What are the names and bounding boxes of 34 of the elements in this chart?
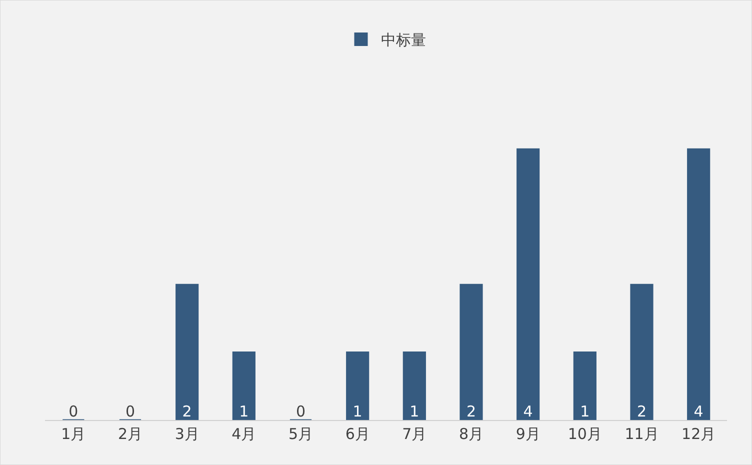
x-tick-label: 8月: [458, 425, 484, 443]
x-tick-label: 5月: [288, 425, 314, 443]
bar: [687, 148, 710, 420]
data-label: 2: [182, 402, 192, 420]
data-label: 1: [580, 402, 590, 420]
x-tick-label: 10月: [568, 425, 602, 443]
x-tick-label: 12月: [682, 425, 716, 443]
data-label: 0: [68, 402, 78, 420]
x-tick-label: 4月: [232, 425, 256, 443]
x-tick-label: 9月: [516, 425, 540, 443]
legend-label: 中标量: [381, 31, 426, 50]
x-tick-label: 11月: [624, 425, 659, 443]
data-label: 0: [296, 402, 306, 420]
x-tick-label: 2月: [118, 425, 143, 443]
bar: [460, 284, 483, 420]
x-tick-label: 3月: [174, 425, 200, 443]
data-label: 1: [239, 402, 249, 420]
bar: [630, 284, 654, 420]
bar: [402, 352, 426, 420]
bar: [516, 148, 540, 420]
x-tick-label: 6月: [345, 425, 370, 443]
bar: [232, 352, 256, 420]
x-tick-label: 7月: [402, 425, 427, 443]
data-label: 0: [125, 402, 136, 420]
data-label: 4: [523, 402, 533, 420]
bar: [176, 284, 199, 420]
data-label: 2: [636, 402, 647, 420]
data-label: 2: [466, 402, 476, 420]
bar: [346, 352, 370, 420]
data-label: 1: [410, 402, 420, 420]
bar: [573, 352, 596, 420]
x-tick-label: 1月: [61, 425, 86, 443]
data-label: 1: [352, 402, 362, 420]
data-label: 4: [694, 402, 704, 420]
